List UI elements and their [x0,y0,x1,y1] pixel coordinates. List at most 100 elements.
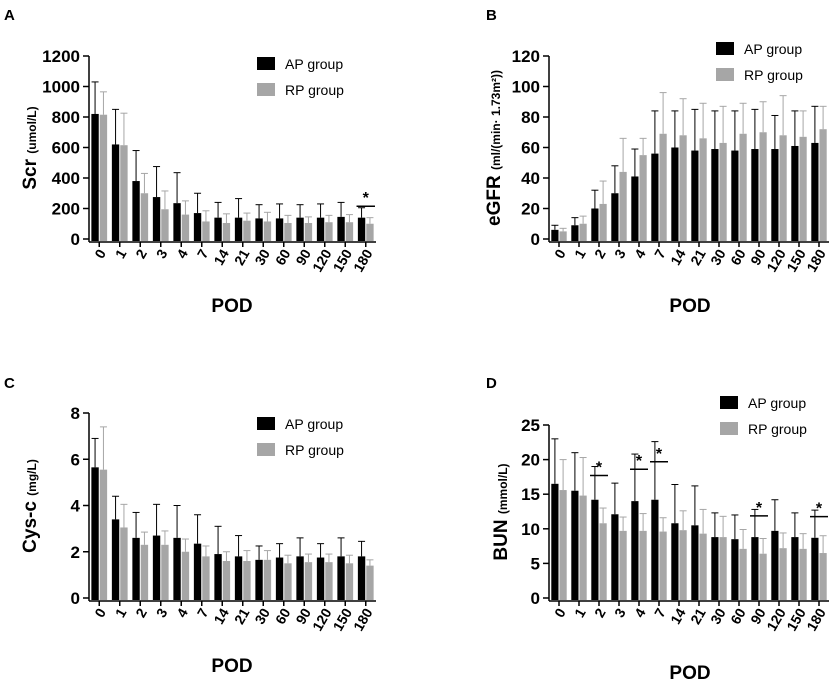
rp-bar [120,527,128,600]
ap-bar [91,113,99,241]
rp-bar [739,133,747,241]
ap-bar [132,537,140,600]
significance-star: * [596,459,603,476]
ap-bar [111,144,120,241]
ap-bar [651,499,659,600]
ap-bar [631,176,639,241]
rp-bar [759,553,767,600]
x-tick-label: 7 [194,246,212,261]
ap-bar [791,145,799,241]
y-axis-title-main: Cys-c [20,496,41,553]
ap-bar [711,149,719,241]
legend-swatch-rp [716,68,734,81]
x-tick-label: 3 [153,246,171,261]
x-tick-label: 180 [803,605,829,633]
y-tick-label: 20 [521,200,540,219]
x-tick-label: 3 [611,246,629,261]
rp-bar [679,135,687,241]
x-tick-label: 0 [551,605,569,620]
ap-bar [671,523,679,600]
rp-bar [679,530,687,600]
x-axis-title: POD [669,663,710,684]
x-tick-label: 14 [667,605,689,627]
ap-bar [152,197,161,241]
x-tick-label: 120 [309,605,335,633]
y-axis-title: eGFR (ml/(min· 1.73m²)) [484,70,505,226]
x-tick-label: 14 [210,605,232,627]
ap-bar [771,530,779,600]
panel-letter: D [486,375,497,392]
x-axis-title: POD [669,296,710,317]
ap-bar [611,193,619,241]
ap-bar [651,153,659,241]
rp-bar [699,138,707,241]
y-tick-label: 80 [521,108,540,127]
rp-bar [779,548,787,600]
legend-swatch-rp [257,443,275,456]
rp-bar [659,133,667,241]
ap-bar [152,535,161,600]
x-tick-label: 4 [631,605,649,620]
legend-label-rp: RP group [744,67,803,83]
rp-bar [202,556,210,600]
rp-bar [599,523,607,600]
legend-swatch-rp [257,83,275,96]
x-tick-label: 21 [231,605,253,627]
x-tick-label: 120 [309,246,335,274]
y-axis-title-main: eGFR [484,170,505,226]
rp-bar [325,222,333,241]
rp-bar [579,495,587,600]
x-tick-label: 60 [272,246,294,268]
ap-bar [255,559,263,600]
ap-bar [691,150,699,241]
panel-letter: B [486,7,497,24]
legend-label-ap: AP group [285,56,343,72]
x-tick-label: 14 [667,246,689,268]
y-axis-title-unit: (ml/(min· 1.73m²)) [489,70,503,170]
y-tick-label: 600 [52,139,80,158]
y-tick-label: 2 [71,543,80,562]
rp-bar [120,145,128,241]
ap-bar [337,216,345,241]
ap-bar [296,217,304,241]
rp-bar [345,222,354,241]
x-tick-label: 4 [173,246,191,261]
x-tick-label: 7 [194,605,212,620]
rp-bar [304,562,313,600]
x-tick-label: 30 [251,246,273,268]
x-tick-label: 0 [91,246,109,261]
x-tick-label: 3 [611,605,629,620]
x-tick-label: 0 [91,605,109,620]
significance-star: * [636,453,643,470]
rp-bar [719,537,727,600]
ap-bar [173,203,181,241]
ap-bar [551,483,559,600]
rp-bar [619,530,627,600]
x-axis-title: POD [211,656,252,677]
x-tick-label: 120 [763,605,789,633]
ap-bar [214,217,222,241]
y-tick-label: 1000 [42,78,80,97]
legend-swatch-rp [720,422,738,435]
ap-bar [731,539,739,600]
rp-bar [799,548,807,600]
rp-bar [659,531,667,600]
x-tick-label: 3 [153,605,171,620]
rp-bar [366,223,374,241]
rp-bar [639,530,647,600]
x-tick-label: 150 [783,246,809,274]
legend-label-rp: RP group [285,442,344,458]
y-tick-label: 4 [71,497,81,516]
x-tick-label: 180 [350,246,376,274]
rp-bar [99,469,108,600]
rp-bar [202,221,210,241]
legend-swatch-ap [720,396,738,409]
y-axis-title-unit: (umol/L) [25,106,39,153]
x-tick-label: 2 [132,246,150,261]
rp-bar [284,222,292,241]
legend-label-rp: RP group [285,82,344,98]
x-tick-label: 1 [112,605,130,620]
rp-bar [140,544,149,600]
ap-bar [193,543,202,600]
